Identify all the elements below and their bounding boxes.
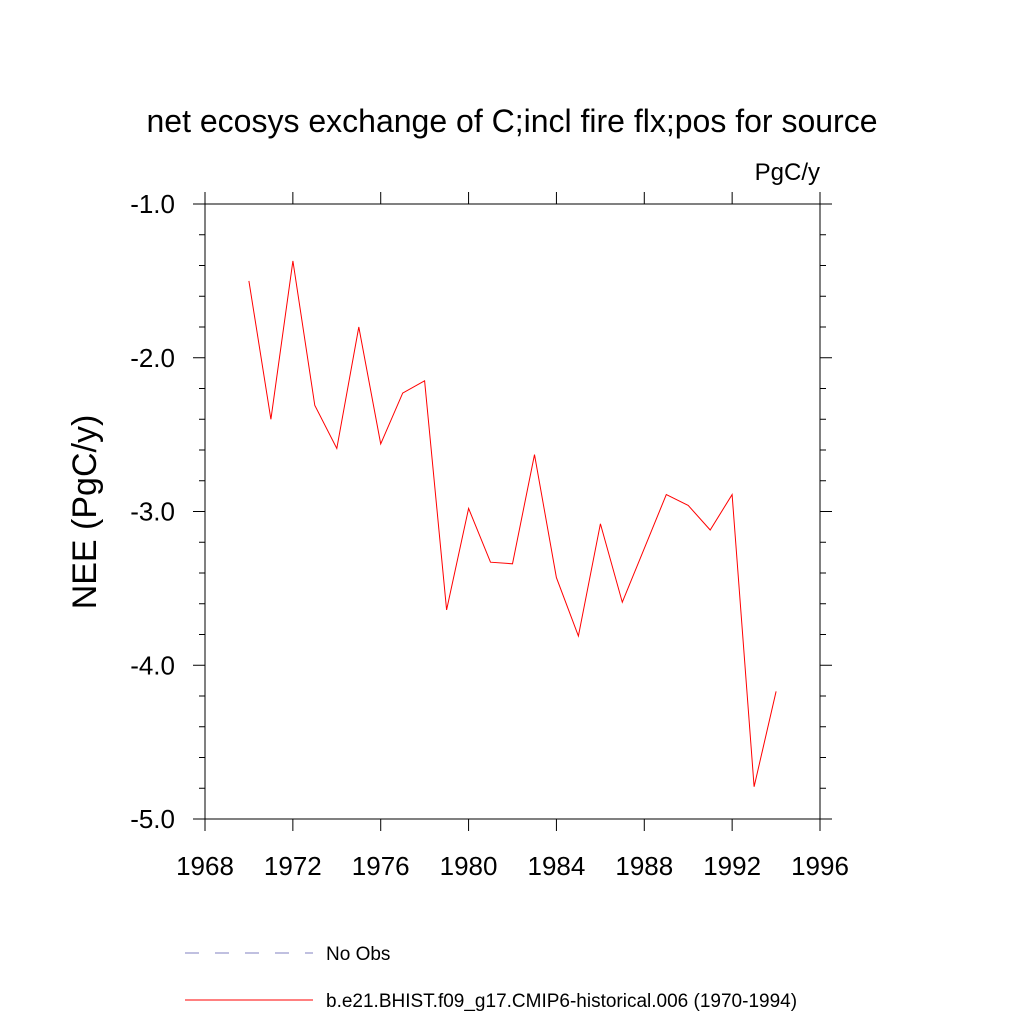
x-tick-label: 1968 [176, 851, 234, 881]
x-tick-label: 1996 [791, 851, 849, 881]
y-tick-label: -3.0 [130, 497, 175, 527]
x-tick-label: 1988 [615, 851, 673, 881]
plot-frame [204, 203, 821, 820]
x-tick-label: 1976 [352, 851, 410, 881]
x-tick-label: 1984 [528, 851, 586, 881]
x-tick-label: 1992 [703, 851, 761, 881]
x-tick-label: 1980 [440, 851, 498, 881]
y-tick-label: -1.0 [130, 189, 175, 219]
y-tick-label: -2.0 [130, 343, 175, 373]
series-lines [248, 260, 777, 787]
axis-ticks: 1968 1972 1976 1980 1984 1988 1992 1996 -1.0 -2.0… [130, 189, 849, 881]
y-axis-label: NEE (PgC/y) [66, 415, 104, 610]
legend-label-model: b.e21.BHIST.f09_g17.CMIP6-historical.006… [326, 991, 797, 1012]
y-tick-label: -4.0 [130, 650, 175, 680]
series-line-0 [248, 260, 777, 787]
legend: No Obs b.e21.BHIST.f09_g17.CMIP6-histori… [185, 944, 797, 1012]
chart-title: net ecosys exchange of C;incl fire flx;p… [146, 103, 877, 139]
legend-label-no-obs: No Obs [326, 944, 390, 965]
units-label: PgC/y [755, 159, 820, 186]
x-tick-label: 1972 [264, 851, 322, 881]
y-tick-label: -5.0 [130, 804, 175, 834]
